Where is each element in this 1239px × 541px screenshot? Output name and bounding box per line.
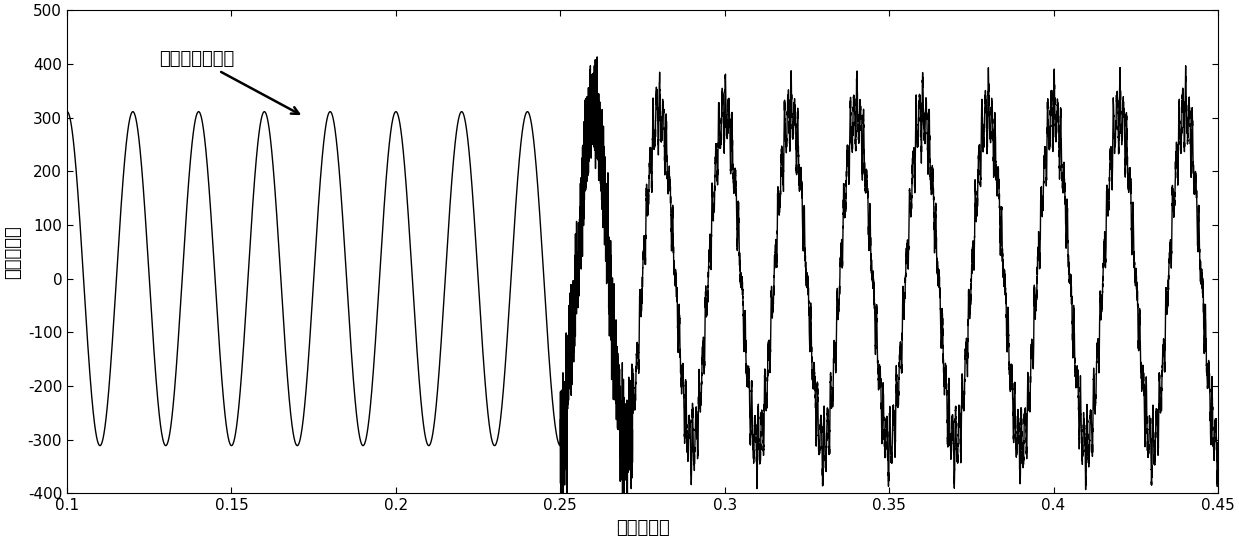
- Y-axis label: 电压（伏）: 电压（伏）: [4, 225, 22, 279]
- Text: 电网电压（伏）: 电网电压（伏）: [159, 50, 299, 114]
- X-axis label: 时间（秒）: 时间（秒）: [616, 519, 669, 537]
